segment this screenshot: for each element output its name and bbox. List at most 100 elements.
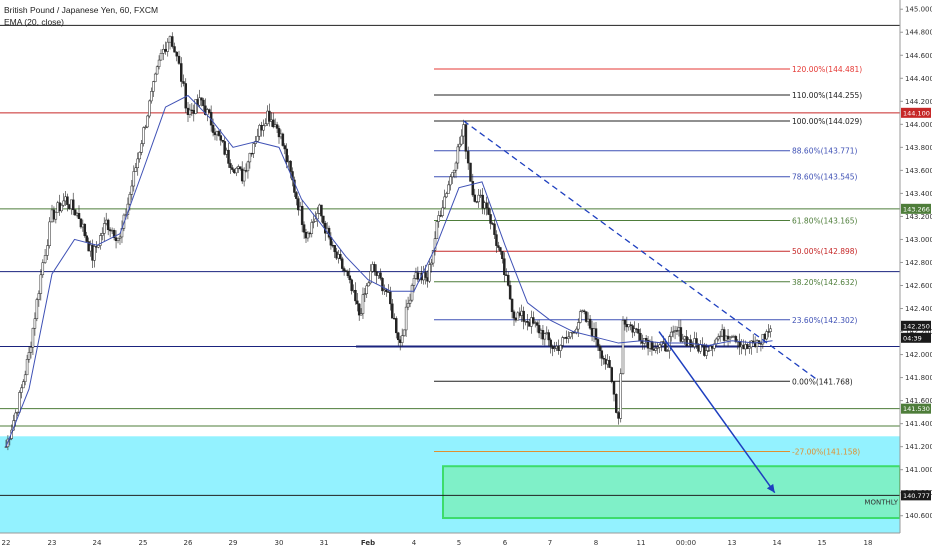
candle-body — [369, 271, 372, 284]
projection-arrow — [658, 331, 776, 494]
price-tick-label: 141.200 — [905, 443, 932, 451]
time-tick-label: 30 — [275, 539, 284, 547]
candle-body — [340, 258, 344, 269]
fib-level-label: -27.00%(141.158) — [792, 447, 860, 456]
candle-body — [14, 412, 17, 421]
candle-body — [451, 172, 454, 178]
time-tick-label: 24 — [93, 539, 102, 547]
candle-body — [656, 347, 659, 349]
fib-level-label: 38.20%(142.632) — [792, 278, 858, 287]
candle-body — [435, 221, 439, 239]
candle-body — [681, 338, 685, 342]
candle-body — [501, 251, 504, 259]
candle-body — [718, 335, 722, 338]
candle-body — [462, 124, 465, 137]
candle-body — [182, 81, 185, 84]
candle-body — [695, 338, 698, 345]
monthly-zone-label: MONTHLY — [864, 498, 898, 506]
candle-body — [207, 109, 211, 113]
price-tag-label: 143.266 — [903, 205, 930, 213]
candle-body — [177, 55, 181, 64]
candle-body — [594, 328, 598, 340]
candle-body — [571, 332, 574, 334]
time-tick-label: 22 — [2, 539, 11, 547]
candle-body — [136, 158, 139, 169]
candle-body — [598, 345, 602, 351]
candle-body — [577, 322, 580, 330]
candle-body — [23, 374, 27, 382]
price-tick-label: 141.600 — [905, 397, 932, 405]
candle-body — [711, 346, 714, 349]
candle-body — [202, 99, 205, 107]
time-tick-label: 7 — [548, 539, 552, 547]
candle-body — [575, 328, 578, 334]
candle-body — [720, 329, 724, 337]
candle-body — [705, 350, 708, 356]
candle-body — [381, 278, 384, 292]
candle-body — [217, 131, 221, 136]
candle-body — [563, 336, 566, 339]
candle-body — [227, 149, 230, 164]
candle-body — [144, 126, 147, 128]
candle-body — [29, 347, 33, 353]
candle-body — [666, 350, 669, 352]
price-tick-label: 144.400 — [905, 75, 932, 83]
candle-body — [198, 97, 201, 106]
candle-body — [400, 335, 404, 343]
candle-body — [142, 127, 145, 144]
candle-body — [483, 202, 486, 209]
time-tick-label: 13 — [728, 539, 737, 547]
candle-body — [148, 100, 151, 117]
price-tick-label: 142.600 — [905, 282, 932, 290]
fib-level-label: 120.00%(144.481) — [792, 65, 862, 74]
time-tick-label: 18 — [864, 539, 873, 547]
candle-body — [306, 232, 310, 239]
candle-body — [39, 274, 43, 294]
candle-body — [150, 91, 153, 102]
candle-body — [637, 329, 640, 334]
candle-body — [173, 46, 176, 53]
candle-body — [395, 318, 398, 334]
candle-body — [54, 212, 58, 220]
candle-body — [102, 223, 106, 234]
candle-body — [439, 215, 442, 217]
candle-body — [765, 331, 768, 340]
price-tag-label: 142.250 — [903, 322, 930, 330]
candle-body — [272, 119, 275, 128]
candle-body — [365, 285, 368, 295]
candle-body — [658, 344, 661, 348]
candle-body — [596, 339, 600, 346]
candle-body — [339, 254, 342, 260]
candle-body — [363, 293, 367, 295]
fib-level-label: 50.00%(142.898) — [792, 247, 858, 256]
candle-body — [104, 219, 108, 224]
candle-body — [31, 328, 35, 348]
candle-body — [41, 262, 45, 276]
candle-body — [748, 346, 751, 349]
candle-body — [431, 249, 435, 264]
fib-level-label: 61.80%(143.165) — [792, 216, 858, 225]
candle-body — [430, 262, 433, 265]
candle-body — [333, 245, 336, 253]
candle-body — [487, 207, 490, 215]
candle-body — [687, 339, 690, 347]
candle-body — [584, 311, 588, 322]
candle-body — [138, 152, 141, 160]
candle-body — [264, 123, 267, 126]
candle-body — [600, 350, 604, 359]
candle-body — [66, 196, 69, 205]
candle-body — [322, 215, 325, 224]
candle-body — [410, 285, 414, 301]
candle-body — [615, 394, 618, 413]
candle-body — [85, 235, 88, 242]
time-tick-label: 6 — [503, 539, 508, 547]
candle-body — [537, 325, 541, 334]
candle-body — [746, 344, 749, 349]
candle-body — [152, 81, 155, 92]
candle-body — [62, 200, 65, 206]
candle-body — [464, 124, 468, 152]
candle-body — [456, 146, 460, 164]
candle-body — [246, 161, 250, 172]
candle-body — [516, 312, 520, 321]
